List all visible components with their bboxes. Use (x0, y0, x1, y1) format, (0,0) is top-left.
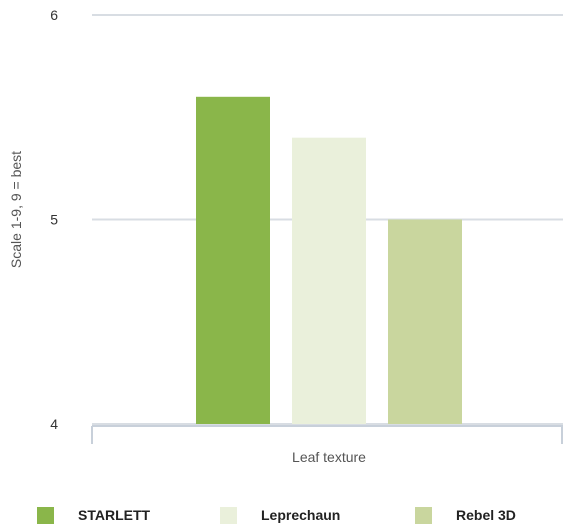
x-axis-title: Leaf texture (292, 449, 366, 465)
legend-label-rebel-3d: Rebel 3D (456, 507, 516, 523)
legend-swatch-rebel-3d (415, 506, 432, 524)
y-tick-label-5: 5 (50, 212, 58, 228)
bar-starlett[interactable] (196, 96, 270, 425)
bar-rebel-3d[interactable] (388, 219, 462, 425)
bar-leprechaun[interactable] (292, 137, 366, 424)
legend: STARLETT Leprechaun Rebel 3D (0, 505, 563, 525)
legend-label-starlett: STARLETT (78, 507, 151, 523)
legend-item-leprechaun[interactable]: Leprechaun (220, 505, 340, 525)
legend-item-starlett[interactable]: STARLETT (37, 505, 150, 525)
y-tick-label-4: 4 (50, 416, 58, 432)
bars (196, 96, 462, 425)
legend-item-rebel-3d[interactable]: Rebel 3D (415, 505, 516, 525)
bar-chart: 4 5 6 Leaf texture Scale 1-9, 9 = best (8, 7, 563, 465)
y-tick-labels: 4 5 6 (50, 7, 58, 432)
y-tick-label-6: 6 (50, 7, 58, 23)
legend-swatch-leprechaun (220, 506, 237, 524)
legend-swatch-starlett (37, 506, 54, 524)
legend-label-leprechaun: Leprechaun (261, 507, 341, 523)
y-axis-title: Scale 1-9, 9 = best (8, 151, 24, 268)
